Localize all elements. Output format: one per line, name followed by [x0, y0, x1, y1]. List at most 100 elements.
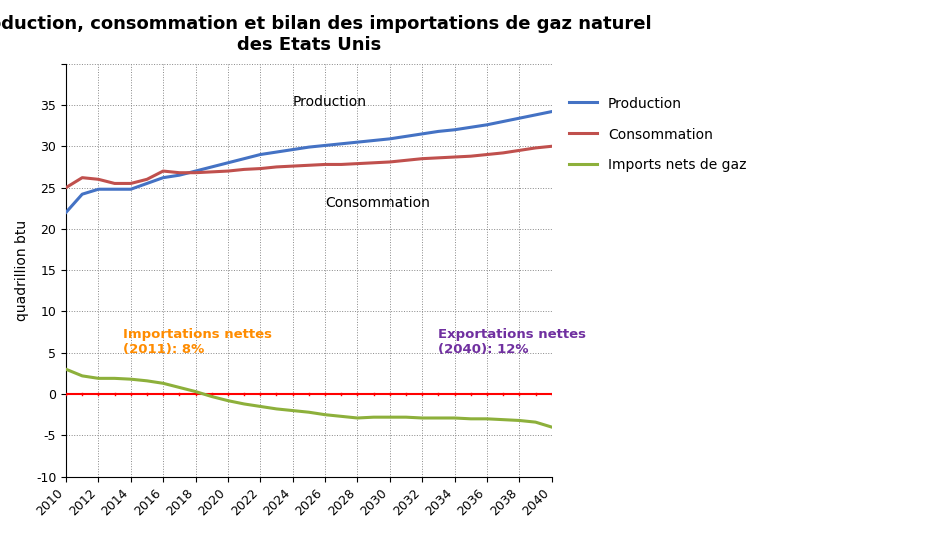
Consommation: [466, 153, 477, 159]
Production: [158, 174, 169, 181]
Production: [335, 141, 347, 147]
Production: [514, 115, 525, 122]
Consommation: [206, 168, 218, 175]
Imports nets de gaz: [400, 414, 411, 421]
Consommation: [125, 180, 137, 187]
Imports nets de gaz: [303, 409, 314, 415]
Consommation: [174, 169, 185, 176]
Production: [466, 124, 477, 131]
Consommation: [222, 168, 234, 174]
Production: [319, 142, 331, 149]
Consommation: [61, 184, 72, 191]
Imports nets de gaz: [142, 378, 153, 384]
Consommation: [142, 176, 153, 182]
Consommation: [514, 147, 525, 154]
Consommation: [93, 176, 104, 182]
Production: [287, 147, 298, 153]
Imports nets de gaz: [238, 401, 250, 407]
Imports nets de gaz: [482, 416, 493, 422]
Production: [530, 112, 541, 118]
Consommation: [498, 150, 509, 156]
Consommation: [335, 161, 347, 168]
Imports nets de gaz: [546, 424, 558, 430]
Consommation: [530, 145, 541, 151]
Production: [93, 186, 104, 192]
Consommation: [448, 154, 460, 160]
Production: [416, 131, 428, 137]
Imports nets de gaz: [109, 375, 121, 382]
Imports nets de gaz: [77, 373, 88, 379]
Consommation: [77, 174, 88, 181]
Consommation: [303, 162, 314, 168]
Imports nets de gaz: [466, 416, 477, 422]
Production: [77, 191, 88, 197]
Imports nets de gaz: [125, 376, 137, 382]
Production: [174, 172, 185, 179]
Production: [206, 164, 218, 170]
Imports nets de gaz: [206, 393, 218, 400]
Text: Exportations nettes
(2040): 12%: Exportations nettes (2040): 12%: [438, 328, 586, 356]
Legend: Production, Consommation, Imports nets de gaz: Production, Consommation, Imports nets d…: [563, 91, 752, 177]
Production: [255, 151, 266, 158]
Production: [482, 122, 493, 128]
Production: [142, 180, 153, 187]
Imports nets de gaz: [530, 419, 541, 425]
Imports nets de gaz: [448, 415, 460, 421]
Production: [546, 108, 558, 115]
Imports nets de gaz: [93, 375, 104, 382]
Imports nets de gaz: [255, 403, 266, 410]
Imports nets de gaz: [416, 415, 428, 421]
Production: [498, 118, 509, 125]
Consommation: [432, 155, 444, 161]
Imports nets de gaz: [319, 411, 331, 418]
Text: Consommation: Consommation: [325, 196, 430, 210]
Line: Consommation: Consommation: [66, 146, 552, 188]
Imports nets de gaz: [222, 398, 234, 404]
Imports nets de gaz: [384, 414, 395, 421]
Consommation: [352, 160, 363, 167]
Production: [432, 128, 444, 135]
Consommation: [319, 161, 331, 168]
Consommation: [158, 168, 169, 174]
Imports nets de gaz: [287, 407, 298, 414]
Line: Imports nets de gaz: Imports nets de gaz: [66, 369, 552, 427]
Production: [125, 186, 137, 192]
Consommation: [482, 151, 493, 158]
Imports nets de gaz: [432, 415, 444, 421]
Imports nets de gaz: [271, 406, 282, 412]
Line: Production: Production: [66, 111, 552, 212]
Consommation: [287, 163, 298, 169]
Consommation: [238, 166, 250, 173]
Production: [384, 135, 395, 142]
Production: [238, 156, 250, 162]
Production: [271, 149, 282, 155]
Consommation: [271, 164, 282, 170]
Consommation: [384, 159, 395, 165]
Imports nets de gaz: [174, 384, 185, 391]
Consommation: [368, 159, 379, 166]
Imports nets de gaz: [514, 417, 525, 424]
Y-axis label: quadrillion btu: quadrillion btu: [15, 220, 29, 321]
Production: [368, 138, 379, 144]
Imports nets de gaz: [352, 415, 363, 421]
Consommation: [255, 165, 266, 172]
Imports nets de gaz: [498, 416, 509, 423]
Production: [61, 209, 72, 215]
Consommation: [109, 180, 121, 187]
Production: [303, 144, 314, 150]
Production: [400, 133, 411, 140]
Production: [222, 159, 234, 166]
Consommation: [546, 143, 558, 149]
Imports nets de gaz: [158, 380, 169, 386]
Consommation: [190, 169, 201, 176]
Text: Production: Production: [293, 95, 367, 109]
Production: [109, 186, 121, 192]
Imports nets de gaz: [368, 414, 379, 421]
Imports nets de gaz: [61, 366, 72, 373]
Title: Production, consommation et bilan des importations de gaz naturel
des Etats Unis: Production, consommation et bilan des im…: [0, 15, 651, 54]
Text: Importations nettes
(2011): 8%: Importations nettes (2011): 8%: [123, 328, 272, 356]
Consommation: [416, 156, 428, 162]
Imports nets de gaz: [190, 389, 201, 395]
Imports nets de gaz: [335, 413, 347, 419]
Production: [190, 168, 201, 174]
